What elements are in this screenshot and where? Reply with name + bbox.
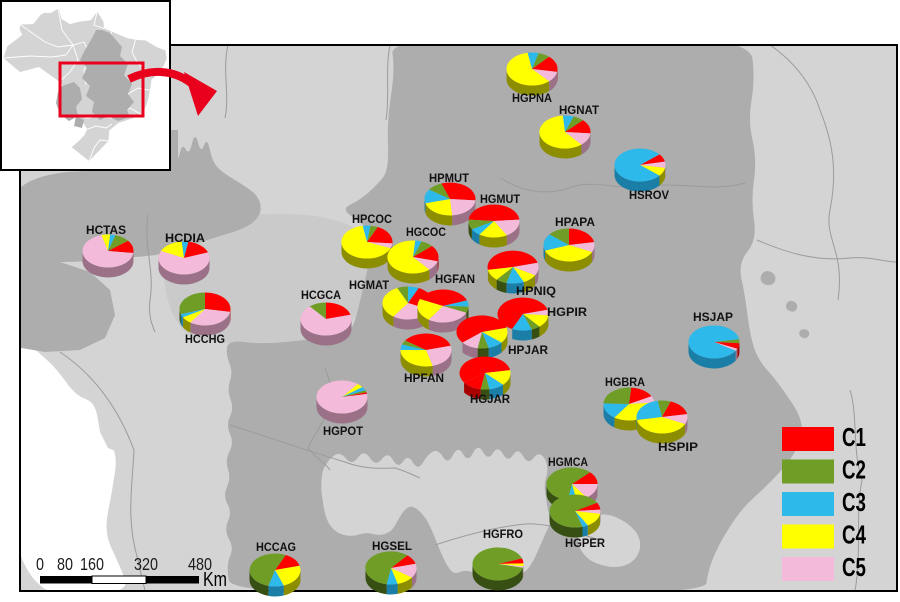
svg-text:HCDIA: HCDIA <box>165 231 206 245</box>
svg-text:C3: C3 <box>842 489 866 517</box>
svg-text:HSROV: HSROV <box>629 188 669 202</box>
svg-text:HGMAT: HGMAT <box>349 278 390 292</box>
svg-text:HCCHG: HCCHG <box>185 332 225 346</box>
svg-text:HGSEL: HGSEL <box>372 539 412 553</box>
svg-text:HPAPA: HPAPA <box>555 215 595 229</box>
svg-text:HGNAT: HGNAT <box>559 103 600 117</box>
svg-text:HGPER: HGPER <box>565 536 605 550</box>
svg-text:HPNIQ: HPNIQ <box>516 284 556 298</box>
svg-text:HGJAR: HGJAR <box>470 392 510 406</box>
svg-text:HPCOC: HPCOC <box>352 212 392 226</box>
svg-text:HGPNA: HGPNA <box>512 91 552 105</box>
svg-text:HGMUT: HGMUT <box>480 192 521 206</box>
svg-text:HGPOT: HGPOT <box>323 424 364 438</box>
svg-text:0: 0 <box>36 555 44 575</box>
svg-text:C5: C5 <box>842 554 866 582</box>
svg-text:HCGCA: HCGCA <box>301 288 341 302</box>
svg-text:HGCOC: HGCOC <box>406 225 446 239</box>
svg-text:160: 160 <box>80 555 104 575</box>
svg-text:HPJAR: HPJAR <box>508 343 548 357</box>
svg-text:HPMUT: HPMUT <box>429 171 470 185</box>
svg-text:HGPIR: HGPIR <box>547 305 587 319</box>
svg-text:C4: C4 <box>842 522 867 550</box>
svg-text:Km: Km <box>203 569 227 591</box>
svg-text:C2: C2 <box>842 457 866 485</box>
svg-text:480: 480 <box>188 555 212 575</box>
svg-text:HGFAN: HGFAN <box>435 272 475 286</box>
svg-text:HGFRO: HGFRO <box>483 527 523 541</box>
svg-text:HGBRA: HGBRA <box>605 375 645 389</box>
svg-text:HSJAP: HSJAP <box>693 310 733 324</box>
svg-text:HSPIP: HSPIP <box>658 440 698 454</box>
svg-text:HPFAN: HPFAN <box>404 371 444 385</box>
svg-text:HCTAS: HCTAS <box>86 223 126 237</box>
svg-text:C1: C1 <box>842 424 866 452</box>
svg-text:80: 80 <box>57 555 73 575</box>
svg-text:320: 320 <box>134 555 158 575</box>
svg-text:HCCAG: HCCAG <box>256 540 296 554</box>
svg-text:HGMCA: HGMCA <box>548 455 588 469</box>
